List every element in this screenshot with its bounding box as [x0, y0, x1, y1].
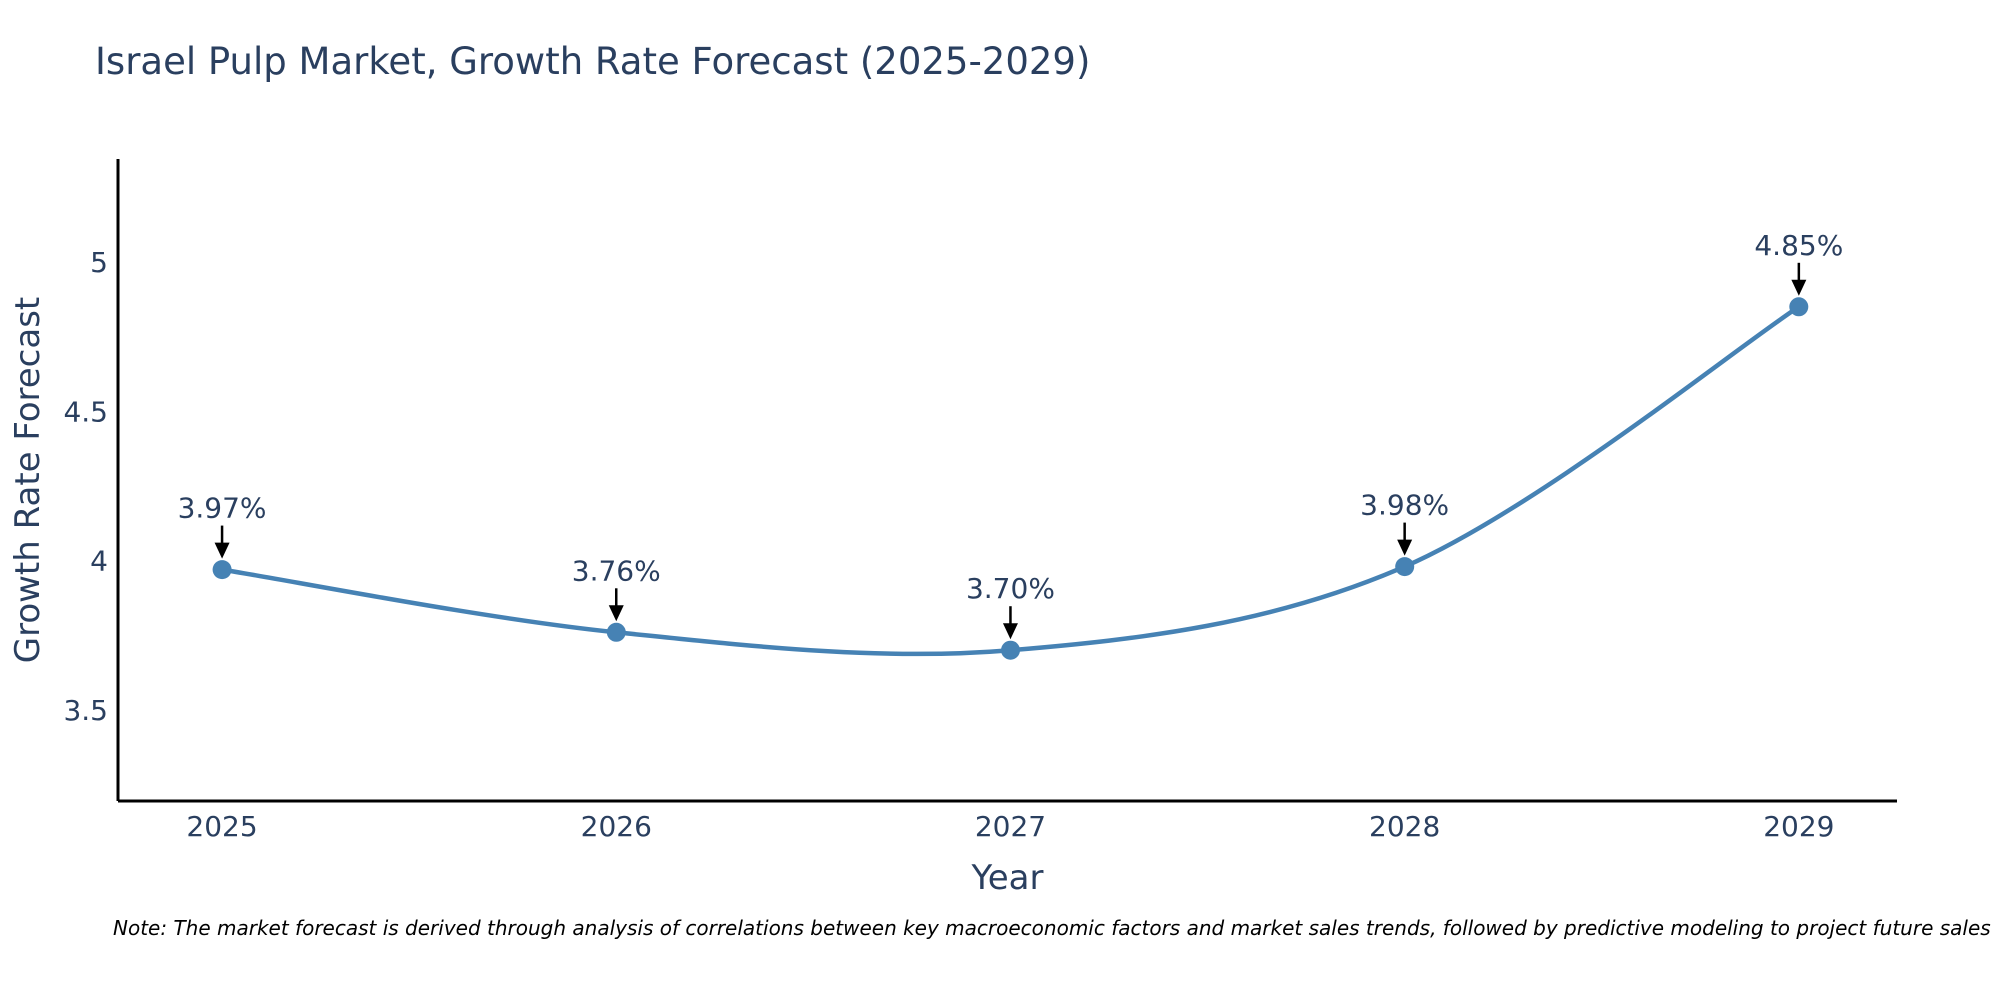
forecast-line: [219, 304, 1802, 657]
annotation-arrowhead: [1791, 279, 1807, 296]
annotation-arrowhead: [214, 542, 230, 559]
x-tick-label: 2028: [1369, 810, 1440, 843]
annotation-arrowhead: [1397, 539, 1413, 556]
annotation-arrowhead: [608, 605, 624, 622]
annotation-arrowhead: [1002, 623, 1018, 640]
annotation-label-2028: 3.98%: [1360, 489, 1449, 522]
x-tick-label: 2029: [1763, 810, 1834, 843]
x-axis-title: Year: [971, 858, 1044, 898]
data-point-2027[interactable]: [1001, 640, 1020, 660]
x-tick-label: 2025: [186, 810, 257, 843]
data-point-2026[interactable]: [606, 622, 626, 642]
x-tick-label: 2027: [975, 810, 1046, 843]
data-point-2025[interactable]: [212, 560, 232, 580]
y-tick-label: 3.5: [63, 694, 108, 727]
y-tick-label: 4.5: [63, 395, 108, 428]
x-tick-label: 2026: [581, 810, 652, 843]
annotation-label-2025: 3.97%: [178, 492, 267, 525]
annotation-label-2027: 3.70%: [966, 572, 1055, 605]
footnote: Note: The market forecast is derived thr…: [113, 916, 1991, 940]
data-point-2029[interactable]: [1789, 297, 1809, 317]
y-tick-label: 4: [90, 545, 108, 578]
chart-title: Israel Pulp Market, Growth Rate Forecast…: [95, 40, 1091, 83]
annotation-label-2029: 4.85%: [1754, 229, 1843, 262]
y-tick-label: 5: [90, 246, 108, 279]
annotation-label-2026: 3.76%: [572, 554, 661, 587]
data-point-2028[interactable]: [1395, 557, 1415, 577]
